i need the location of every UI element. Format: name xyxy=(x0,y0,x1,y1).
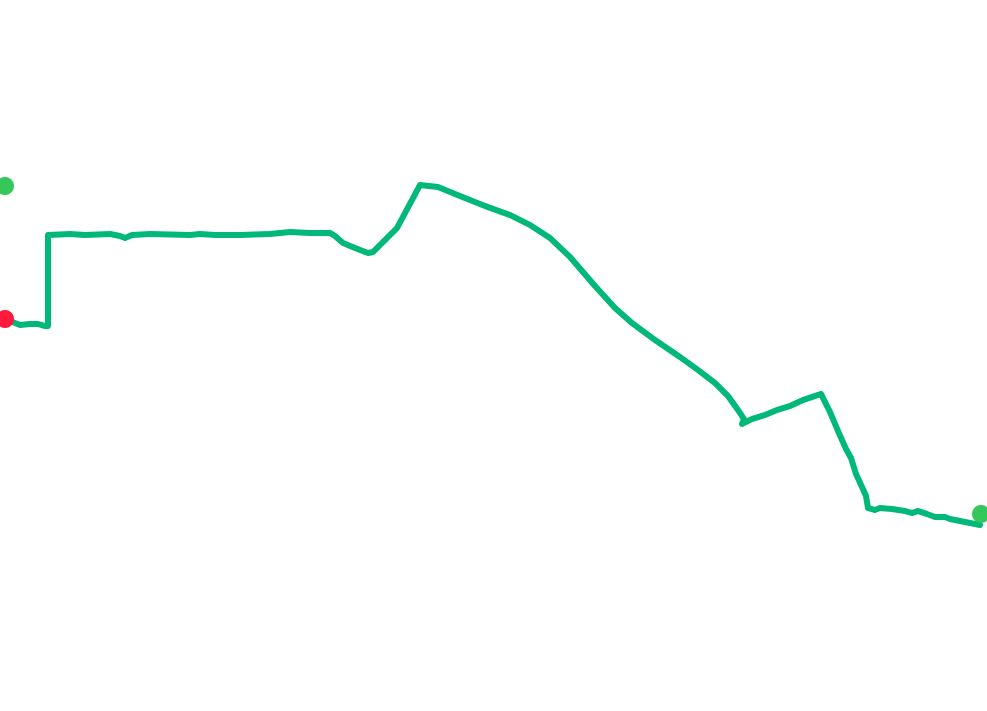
end-marker[interactable] xyxy=(972,505,987,523)
waypoint-marker[interactable] xyxy=(0,177,14,195)
route-track xyxy=(2,182,983,528)
start-marker[interactable] xyxy=(0,310,14,328)
